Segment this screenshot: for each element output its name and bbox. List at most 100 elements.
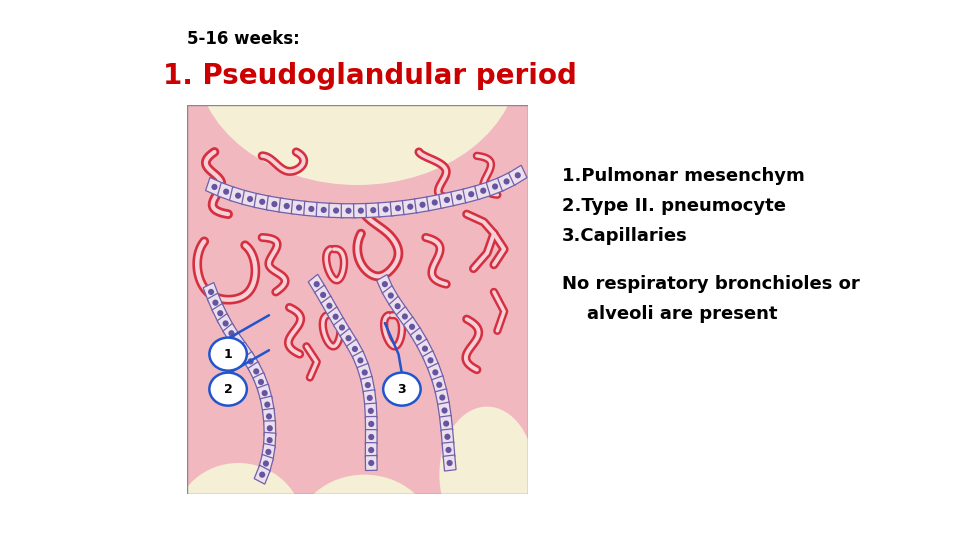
Bar [340,328,357,348]
Ellipse shape [503,178,510,185]
Ellipse shape [266,413,272,420]
Bar [217,314,234,333]
Ellipse shape [446,460,453,466]
Text: 5-16 weeks:: 5-16 weeks: [187,30,300,48]
Bar [366,430,377,444]
Ellipse shape [217,310,224,316]
Ellipse shape [346,335,351,341]
Ellipse shape [436,382,443,388]
Bar [316,202,331,217]
Ellipse shape [382,206,389,212]
Ellipse shape [248,358,253,365]
Ellipse shape [352,346,358,352]
Bar [427,363,444,382]
Bar [315,285,331,305]
Text: 2: 2 [224,383,232,396]
Ellipse shape [427,357,434,363]
Bar [223,323,240,343]
Ellipse shape [234,340,241,346]
Ellipse shape [369,421,374,427]
Ellipse shape [369,460,374,466]
Bar [376,274,393,294]
Ellipse shape [480,187,487,194]
Bar [443,442,455,458]
Bar [328,203,344,218]
Ellipse shape [267,437,273,443]
Bar [303,201,319,217]
Ellipse shape [320,292,326,298]
Ellipse shape [272,201,277,207]
Ellipse shape [382,281,388,287]
Ellipse shape [445,447,451,453]
Bar [229,333,247,353]
Bar [218,183,235,201]
Ellipse shape [308,206,315,212]
Bar [361,376,374,394]
Ellipse shape [362,369,368,376]
Bar [261,443,276,461]
Ellipse shape [333,207,339,214]
Bar [254,465,270,484]
Ellipse shape [416,334,421,341]
Bar [509,165,527,185]
Ellipse shape [174,463,303,540]
Bar [236,342,252,362]
Bar [451,188,468,206]
Ellipse shape [228,330,234,336]
Ellipse shape [432,199,438,206]
Ellipse shape [395,303,400,309]
Bar [432,376,446,394]
Ellipse shape [264,402,271,408]
Bar [347,339,363,359]
Ellipse shape [388,293,394,299]
Bar [308,274,325,294]
Ellipse shape [267,425,273,431]
Bar [254,193,271,210]
Bar [410,328,427,347]
Bar [402,199,419,214]
Bar [333,318,350,338]
Text: 3: 3 [397,383,406,396]
Bar [278,198,295,214]
Bar [229,187,247,205]
Bar [242,191,258,207]
Ellipse shape [211,184,218,190]
Ellipse shape [420,201,425,208]
Bar [474,182,492,200]
Bar [212,303,228,323]
Bar [426,194,443,211]
Ellipse shape [321,207,326,213]
Ellipse shape [407,204,414,210]
Bar [389,296,406,316]
Bar [366,455,377,470]
Bar [204,282,219,301]
Ellipse shape [368,408,373,414]
Ellipse shape [283,203,290,209]
Bar [357,363,372,382]
Bar [435,389,449,406]
Ellipse shape [209,373,247,406]
Bar [365,403,377,418]
Ellipse shape [383,373,420,406]
Text: 3.Capillaries: 3.Capillaries [562,227,687,245]
Bar [353,204,368,218]
Ellipse shape [444,421,449,427]
Bar [262,408,276,424]
Ellipse shape [223,320,228,327]
Bar [444,455,456,471]
Bar [342,204,355,218]
Bar [382,286,399,305]
Text: alveoli are present: alveoli are present [562,305,777,323]
Ellipse shape [440,394,445,401]
Ellipse shape [444,434,450,440]
Ellipse shape [432,369,439,375]
Ellipse shape [365,382,371,388]
Bar [422,351,439,370]
Bar [441,429,454,445]
Ellipse shape [492,184,498,190]
Bar [438,402,451,419]
Bar [258,455,274,472]
Ellipse shape [196,0,519,185]
Bar [205,178,224,197]
Bar [257,384,272,402]
